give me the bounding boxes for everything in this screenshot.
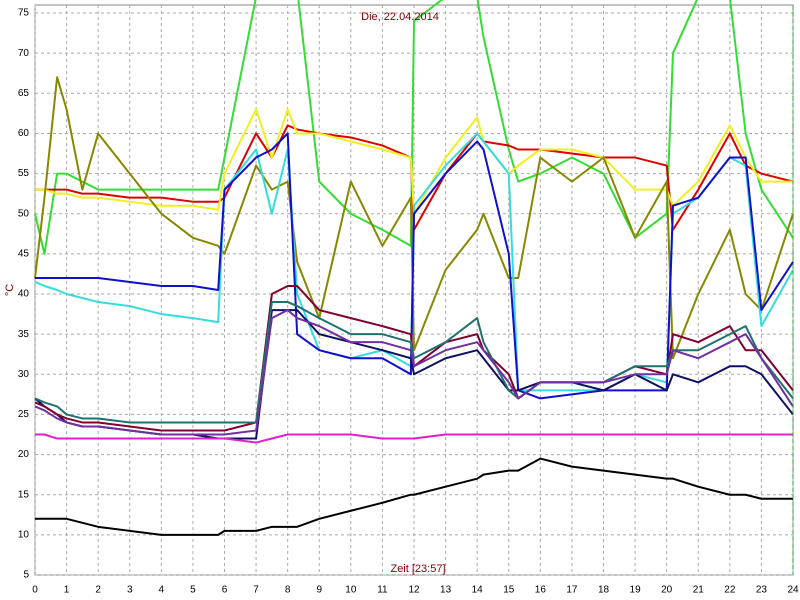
y-tick-label: 70 (18, 48, 30, 59)
x-tick-label: 13 (440, 585, 452, 596)
x-tick-label: 3 (127, 585, 133, 596)
x-tick-label: 10 (345, 585, 357, 596)
y-tick-label: 55 (18, 168, 30, 179)
x-tick-label: 14 (472, 585, 484, 596)
x-axis-label: Zeit [23:57] (390, 563, 445, 575)
x-tick-label: 17 (566, 585, 578, 596)
x-tick-label: 0 (32, 585, 38, 596)
y-tick-label: 20 (18, 449, 30, 460)
x-tick-label: 16 (535, 585, 547, 596)
y-tick-label: 50 (18, 208, 30, 219)
x-tick-label: 12 (408, 585, 420, 596)
y-tick-label: 40 (18, 289, 30, 300)
series-line (34, 301, 794, 424)
series-line (34, 309, 794, 436)
x-tick-label: 23 (756, 585, 768, 596)
series-line (35, 457, 793, 536)
series-line (35, 132, 794, 400)
y-tick-label: 10 (18, 529, 30, 540)
x-tick-label: 8 (285, 585, 291, 596)
y-tick-label: 35 (18, 329, 30, 340)
x-tick-label: 7 (253, 585, 259, 596)
x-tick-label: 9 (316, 585, 322, 596)
x-tick-label: 4 (159, 585, 165, 596)
y-tick-label: 60 (18, 128, 30, 139)
y-tick-label: 25 (18, 409, 30, 420)
y-tick-label: 5 (23, 570, 29, 581)
series-line (34, 76, 794, 360)
x-tick-label: 21 (693, 585, 705, 596)
x-tick-label: 1 (64, 585, 70, 596)
x-tick-label: 24 (787, 585, 799, 596)
series-line (35, 433, 793, 444)
x-tick-label: 20 (661, 585, 673, 596)
y-tick-label: 65 (18, 88, 30, 99)
y-tick-label: 45 (18, 249, 30, 260)
chart-title: Die, 22.04.2014 (361, 11, 439, 23)
x-tick-label: 15 (503, 585, 515, 596)
y-tick-label: 15 (18, 489, 30, 500)
x-tick-label: 2 (95, 585, 101, 596)
y-axis-label: °C (4, 284, 16, 296)
lines (34, 0, 794, 536)
y-tick-label: 75 (18, 8, 30, 19)
x-tick-label: 18 (598, 585, 610, 596)
x-tick-label: 5 (190, 585, 196, 596)
x-tick-label: 22 (724, 585, 736, 596)
x-tick-label: 19 (630, 585, 642, 596)
series-line (35, 124, 794, 231)
x-tick-label: 6 (222, 585, 228, 596)
x-tick-label: 11 (377, 585, 388, 596)
y-tick-label: 30 (18, 369, 30, 380)
